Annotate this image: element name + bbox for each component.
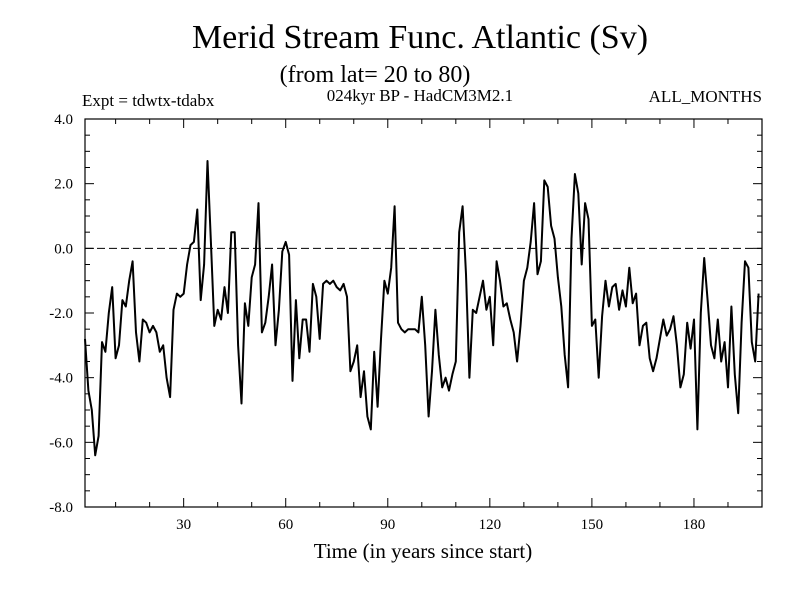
x-tick-label: 150 <box>581 517 604 533</box>
x-tick-label: 30 <box>176 517 191 533</box>
y-tick-label: 4.0 <box>54 112 73 128</box>
x-tick-label: 120 <box>479 517 502 533</box>
x-tick-label: 60 <box>278 517 293 533</box>
x-tick-label: 180 <box>683 517 706 533</box>
y-tick-label: 2.0 <box>54 177 73 193</box>
period-label: ALL_MONTHS <box>649 87 762 106</box>
x-tick-label: 90 <box>380 517 395 533</box>
experiment-label: Expt = tdwtx-tdabx <box>82 91 215 110</box>
plot-frame <box>84 118 763 508</box>
y-tick-label: -4.0 <box>49 371 73 387</box>
x-axis-label: Time (in years since start) <box>314 539 533 563</box>
x-axis-tick-labels: 30 60 90 120 150 180 <box>176 517 705 533</box>
chart-subtitle: (from lat= 20 to 80) <box>280 62 471 88</box>
axis-ticks <box>85 119 762 507</box>
y-tick-label: -8.0 <box>49 500 73 516</box>
y-tick-label: 0.0 <box>54 241 73 257</box>
run-label: 024kyr BP - HadCM3M2.1 <box>327 86 513 105</box>
y-tick-label: -2.0 <box>49 306 73 322</box>
chart-title: Merid Stream Func. Atlantic (Sv) <box>192 19 648 56</box>
y-tick-label: -6.0 <box>49 435 73 451</box>
y-axis-tick-labels: 4.0 2.0 0.0 -2.0 -4.0 -6.0 -8.0 <box>49 112 73 516</box>
series-line <box>84 160 760 457</box>
